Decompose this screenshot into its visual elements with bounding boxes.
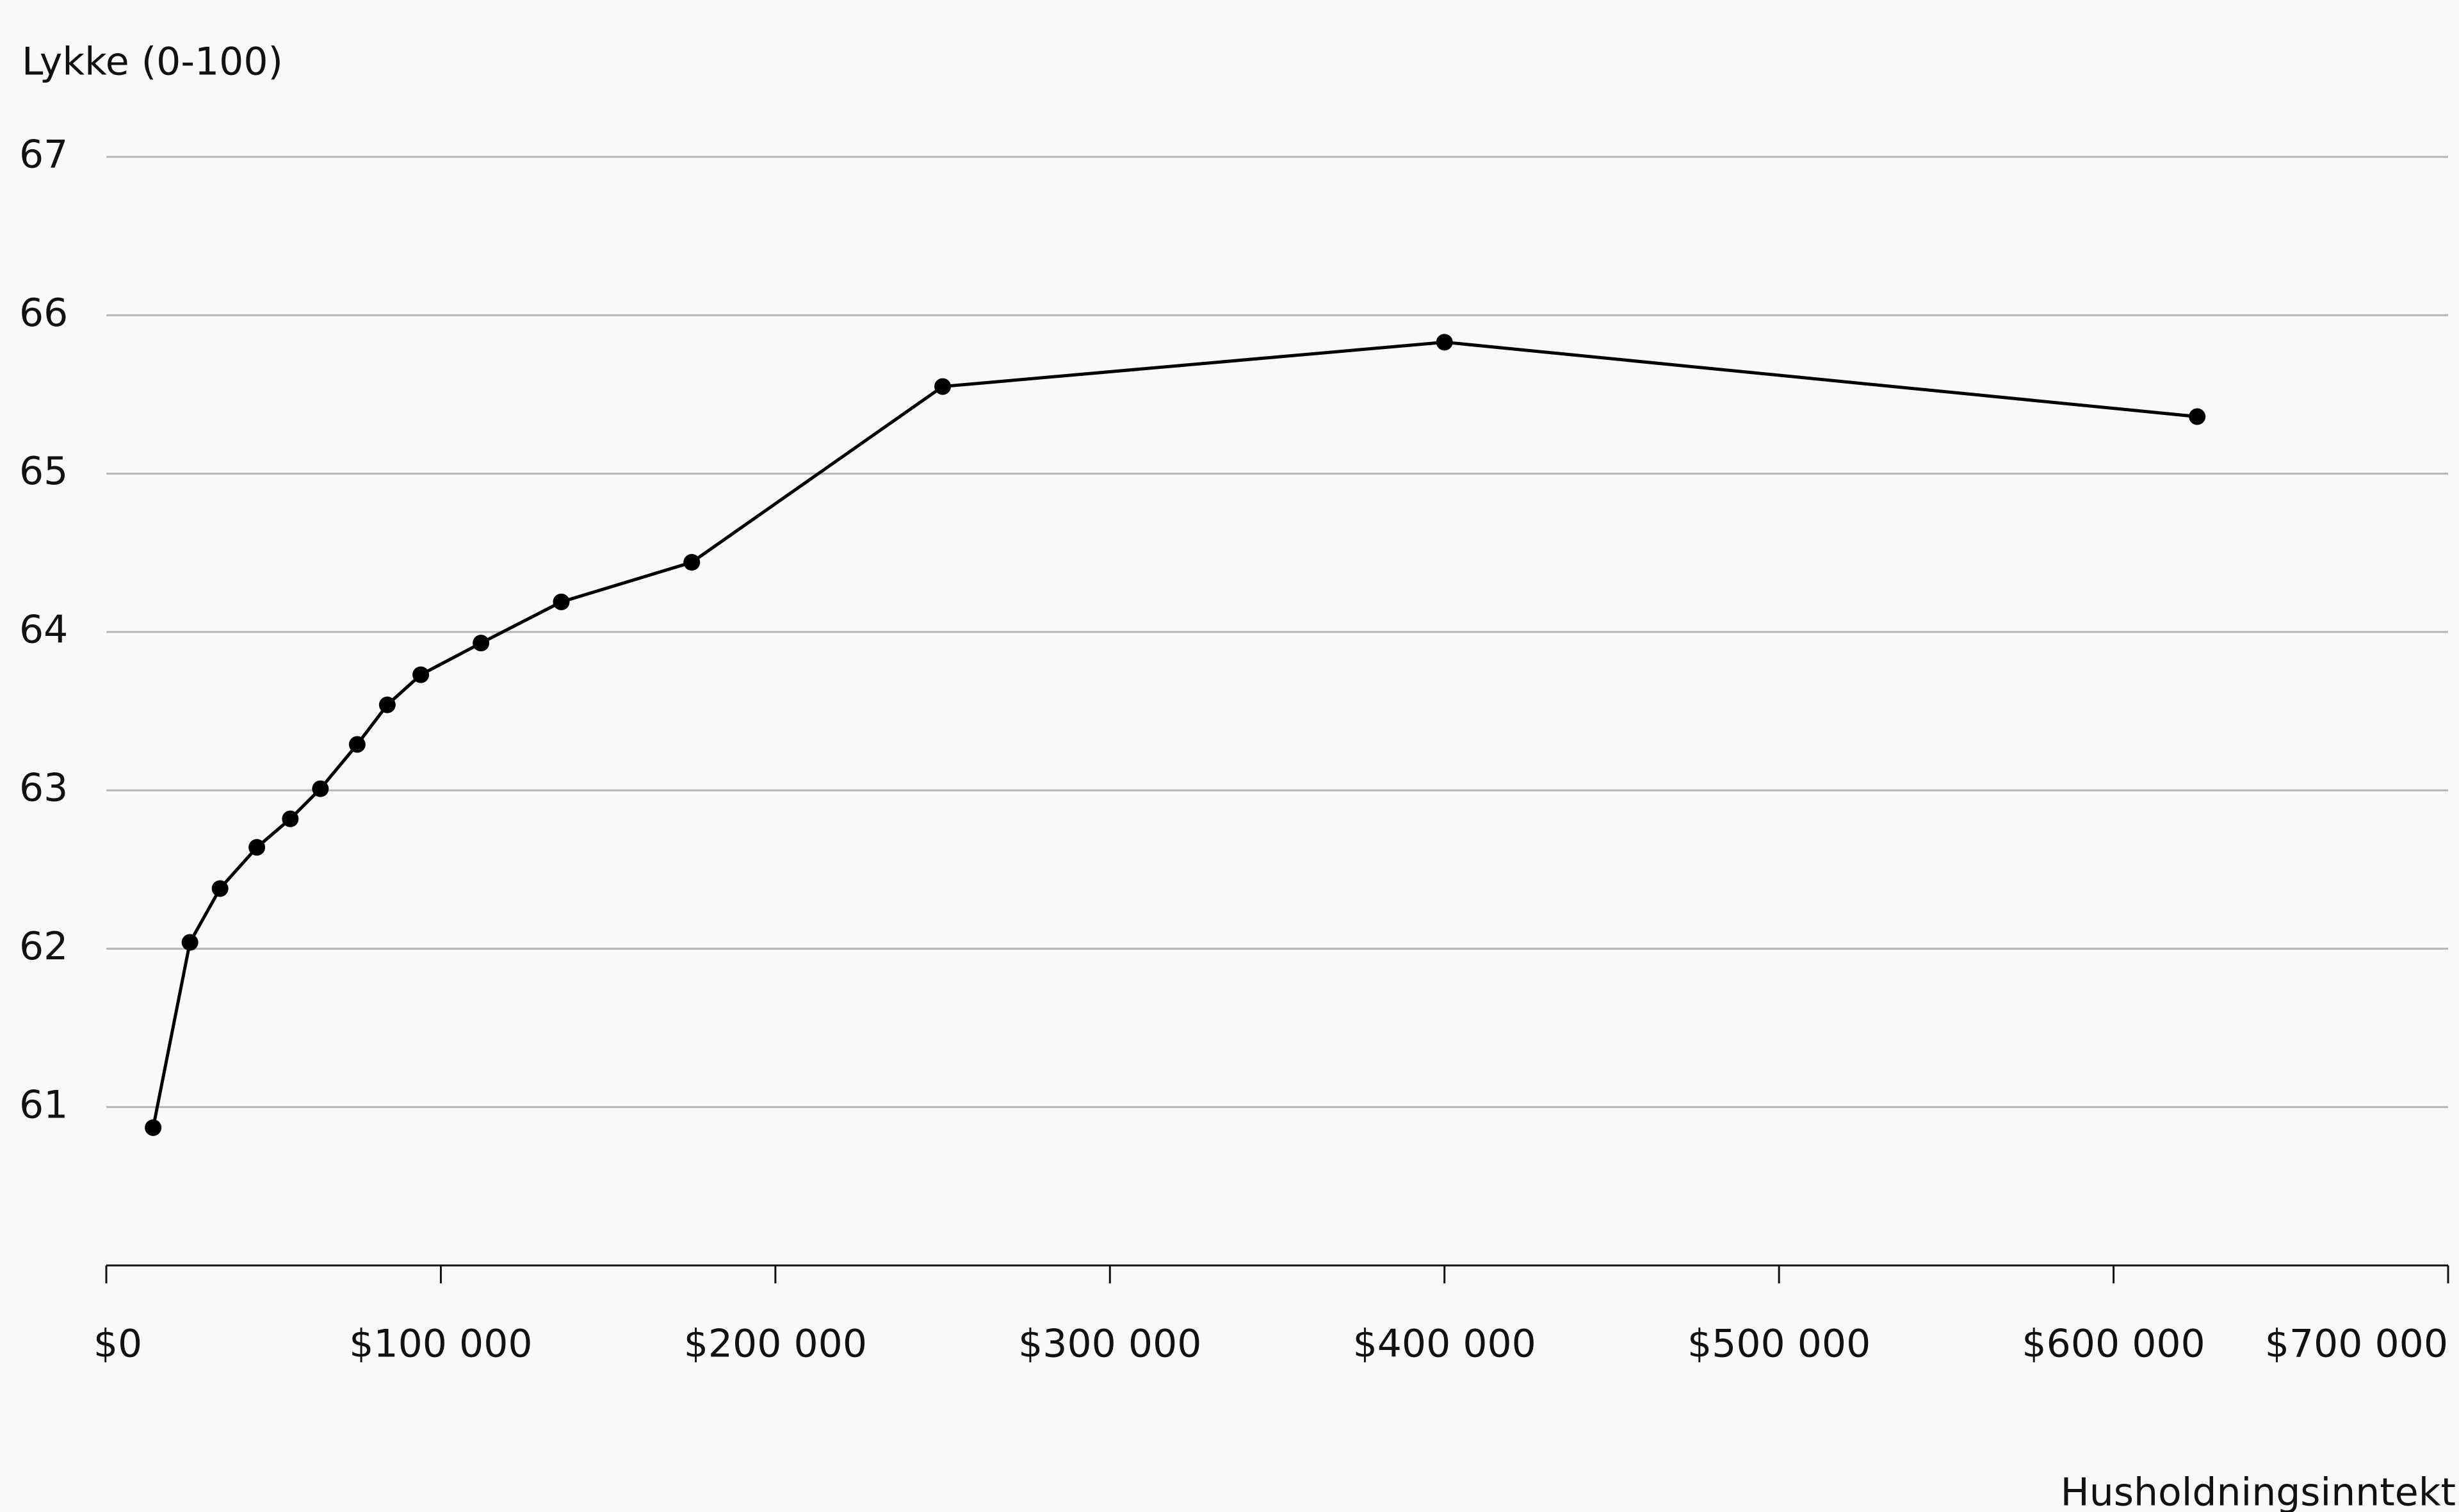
marker xyxy=(348,736,366,753)
x-tick-label: $100 000 xyxy=(349,1322,532,1367)
marker xyxy=(181,934,199,951)
y-tick-label: 67 xyxy=(19,133,68,177)
marker xyxy=(145,1119,162,1136)
y-tick-label: 64 xyxy=(19,607,68,652)
marker xyxy=(1436,334,1453,351)
x-tick-label: $400 000 xyxy=(1353,1322,1536,1367)
x-tick-label: $600 000 xyxy=(2022,1322,2205,1367)
x-tick-label: $700 000 xyxy=(2265,1322,2448,1367)
marker xyxy=(248,839,266,856)
marker xyxy=(211,880,229,897)
y-tick-label: 63 xyxy=(19,766,68,811)
y-tick-label: 66 xyxy=(19,291,68,336)
marker xyxy=(312,780,329,797)
x-tick-label: $500 000 xyxy=(1687,1322,1871,1367)
marker xyxy=(378,696,396,713)
y-tick-label: 61 xyxy=(19,1082,68,1127)
marker xyxy=(683,554,701,571)
marker xyxy=(412,666,430,683)
marker xyxy=(553,593,570,610)
y-axis-label: Lykke (0-100) xyxy=(22,40,283,85)
marker xyxy=(2189,408,2206,425)
x-tick-label: $200 000 xyxy=(684,1322,867,1367)
marker xyxy=(282,810,299,827)
x-axis-label: Husholdningsinntekt xyxy=(2061,1470,2456,1512)
x-tick-label: $0 xyxy=(93,1322,142,1367)
y-tick-label: 65 xyxy=(19,449,68,494)
x-tick-label: $300 000 xyxy=(1018,1322,1201,1367)
marker xyxy=(473,635,490,652)
marker xyxy=(934,378,952,395)
y-tick-label: 62 xyxy=(19,924,68,969)
